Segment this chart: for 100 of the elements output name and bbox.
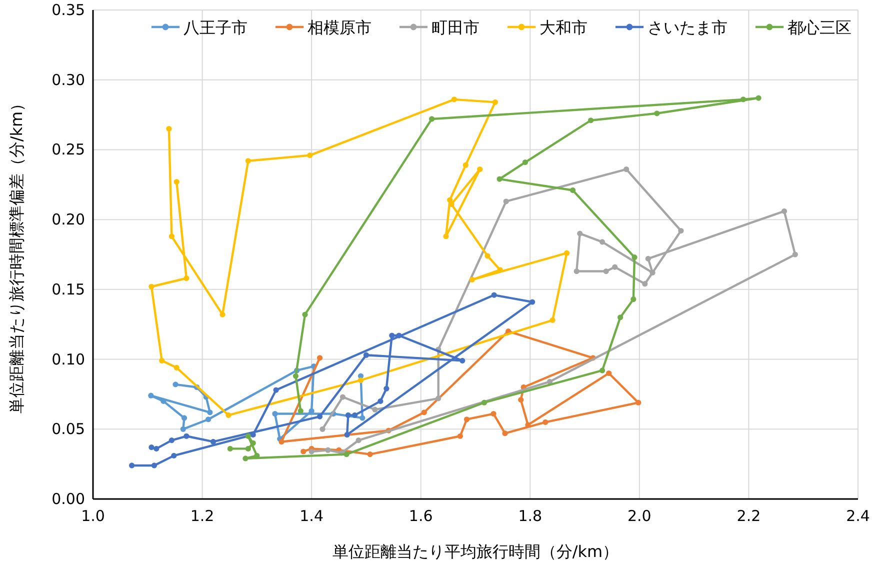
legend-label: 都心三区 <box>788 18 852 37</box>
point <box>564 250 570 256</box>
point <box>636 400 642 406</box>
y-tick-label: 0.05 <box>52 420 85 438</box>
point <box>396 332 402 338</box>
point <box>612 264 618 270</box>
point <box>148 284 154 290</box>
x-tick-label: 1.4 <box>300 507 324 525</box>
point <box>756 95 762 101</box>
point <box>245 158 251 164</box>
point <box>421 410 427 416</box>
point <box>174 364 180 370</box>
y-tick-label: 0.25 <box>52 140 85 159</box>
point <box>447 197 453 203</box>
point <box>570 187 576 194</box>
point <box>550 317 556 323</box>
y-tick-label: 0.20 <box>52 210 85 229</box>
point <box>180 426 186 432</box>
point <box>530 299 536 305</box>
point <box>358 377 364 384</box>
point <box>300 448 306 454</box>
point <box>650 270 656 276</box>
point <box>378 398 384 404</box>
point <box>451 96 457 102</box>
point <box>367 451 373 458</box>
point <box>363 352 370 358</box>
point <box>151 462 157 468</box>
point <box>184 433 190 439</box>
y-tick-label: 0.15 <box>52 280 85 298</box>
point <box>245 433 251 439</box>
point <box>740 96 746 102</box>
point <box>781 208 788 214</box>
legend-label: さいたま市 <box>648 18 728 37</box>
point <box>227 446 233 452</box>
point <box>154 446 160 452</box>
point <box>210 438 216 445</box>
point <box>272 410 278 417</box>
point <box>171 452 177 458</box>
point <box>207 410 213 416</box>
point <box>181 415 188 421</box>
point <box>148 392 154 398</box>
point <box>384 386 390 392</box>
point <box>518 397 524 403</box>
point <box>316 355 323 361</box>
point <box>316 414 323 420</box>
point <box>630 296 636 302</box>
point <box>278 438 284 445</box>
x-tick-label: 1.6 <box>408 507 433 525</box>
point <box>325 447 331 453</box>
point <box>678 228 684 234</box>
point <box>618 314 624 320</box>
point <box>298 408 304 414</box>
point <box>302 312 308 318</box>
point <box>606 370 612 376</box>
point <box>307 152 313 158</box>
x-tick-label: 2.0 <box>628 507 652 525</box>
x-tick-label: 1.2 <box>190 507 214 525</box>
point <box>308 448 314 454</box>
point <box>490 410 496 417</box>
point <box>469 276 476 282</box>
point <box>645 256 651 262</box>
point <box>356 438 362 444</box>
point <box>443 234 449 240</box>
y-tick-label: 0.30 <box>52 70 85 89</box>
point <box>345 412 351 418</box>
point <box>462 162 468 168</box>
point <box>148 444 154 450</box>
point <box>166 126 172 132</box>
point <box>226 412 232 418</box>
point <box>588 118 594 124</box>
point <box>654 110 660 116</box>
legend-label: 大和市 <box>540 18 588 37</box>
point <box>496 176 502 182</box>
point <box>522 159 528 166</box>
x-tick-label: 2.4 <box>846 507 870 525</box>
point <box>250 440 256 446</box>
point <box>632 254 638 260</box>
point <box>477 166 483 172</box>
point <box>491 292 497 298</box>
y-tick-label: 0.10 <box>52 350 85 368</box>
point <box>436 396 442 402</box>
point <box>344 451 350 458</box>
x-tick-label: 1.8 <box>518 507 542 525</box>
point <box>184 275 190 282</box>
point <box>603 268 609 274</box>
point <box>460 358 466 364</box>
point <box>159 358 165 364</box>
point <box>492 99 498 106</box>
point <box>344 432 350 438</box>
point <box>464 416 470 422</box>
point <box>484 253 490 259</box>
point <box>292 373 299 379</box>
point <box>168 234 174 240</box>
point <box>168 438 174 444</box>
point <box>792 252 798 258</box>
point <box>642 281 648 287</box>
y-axis-title: 単位距離当たり旅行時間標準偏差（分/km） <box>7 95 26 414</box>
point <box>599 239 606 245</box>
x-axis-title: 単位距離当たり平均旅行時間（分/km） <box>332 542 619 561</box>
point <box>503 198 509 204</box>
